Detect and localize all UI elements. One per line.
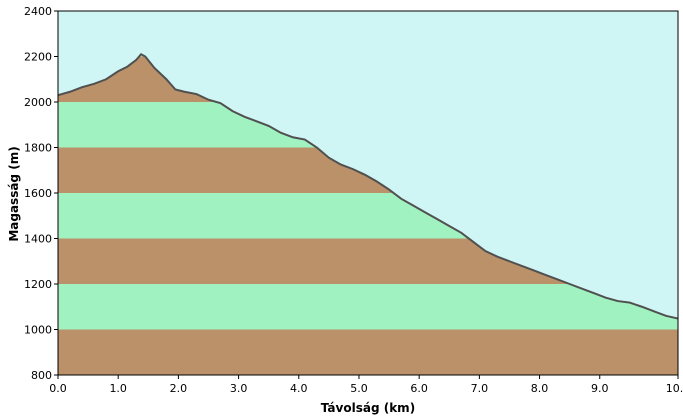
x-tick-label: 0.0	[49, 382, 67, 395]
y-tick-label: 1800	[24, 142, 52, 155]
y-tick-label: 2200	[24, 51, 52, 64]
y-tick-label: 1000	[24, 324, 52, 337]
x-tick-label: 3.0	[230, 382, 248, 395]
x-tick-label: 5.0	[350, 382, 368, 395]
x-tick-label: 7.0	[471, 382, 489, 395]
y-tick-label: 2400	[24, 5, 52, 18]
y-tick-label: 1400	[24, 233, 52, 246]
x-tick-label: 8.0	[531, 382, 549, 395]
y-tick-label: 1600	[24, 187, 52, 200]
x-tick-label: 2.0	[170, 382, 188, 395]
x-axis-title: Távolság (km)	[321, 401, 415, 415]
elevation-band	[58, 284, 678, 330]
elevation-band	[58, 329, 678, 375]
elevation-profile-line	[57, 52, 679, 320]
x-tick-label: 10.3	[666, 382, 683, 395]
y-tick-label: 800	[31, 369, 52, 382]
y-axis-title: Magasság (m)	[7, 146, 21, 241]
x-tick-label: 4.0	[290, 382, 308, 395]
x-tick-label: 6.0	[410, 382, 428, 395]
x-tick-label: 9.0	[591, 382, 609, 395]
y-tick-label: 1200	[24, 278, 52, 291]
plot-area	[57, 11, 679, 375]
y-tick-label: 2000	[24, 96, 52, 109]
axes: 800 1000 1200 1400 1600 1800 2000 2200 2400 0.0 1.…	[24, 5, 683, 395]
x-tick-label: 1.0	[109, 382, 127, 395]
